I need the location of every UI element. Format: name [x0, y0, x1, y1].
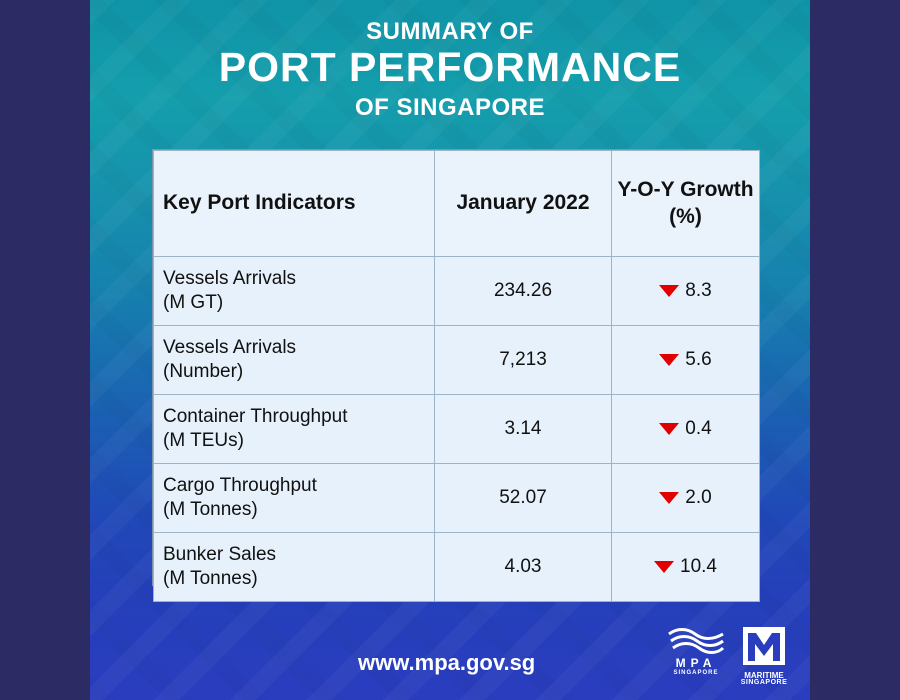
mpa-logo-name: MPA: [675, 656, 717, 670]
port-indicators-table: Key Port Indicators January 2022 Y-O-Y G…: [153, 150, 760, 602]
growth-cell: 8.3: [611, 256, 760, 326]
growth-column-header: Y-O-Y Growth (%): [611, 150, 760, 257]
growth-cell: 10.4: [611, 532, 760, 602]
table-header: Key Port Indicators January 2022 Y-O-Y G…: [153, 150, 760, 257]
value-cell: 234.26: [434, 256, 612, 326]
table-row: Bunker Sales (M Tonnes) 4.03 10.4: [153, 532, 760, 602]
down-triangle-icon: [659, 492, 680, 504]
indicator-cell: Bunker Sales (M Tonnes): [153, 532, 435, 602]
port-performance-poster: SUMMARY OF PORT PERFORMANCE OF SINGAPORE…: [90, 0, 810, 700]
growth-cell: 2.0: [611, 463, 760, 533]
indicator-name: Bunker Sales: [163, 544, 277, 566]
indicator-name: Cargo Throughput: [163, 475, 317, 497]
singapore-subtitle: OF SINGAPORE: [354, 94, 546, 121]
growth-value: 0.4: [685, 418, 712, 440]
wave-logo-icon: [668, 628, 725, 654]
indicator-name: Container Throughput: [163, 406, 348, 428]
down-triangle-icon: [659, 285, 680, 297]
month-column-header: January 2022: [434, 150, 612, 257]
value-cell: 52.07: [434, 463, 612, 533]
indicator-cell: Vessels Arrivals (Number): [153, 325, 435, 395]
growth-value: 8.3: [685, 280, 712, 302]
down-triangle-icon: [659, 423, 680, 435]
mpa-logo: MPA SINGAPORE: [665, 626, 727, 688]
summary-heading: SUMMARY OF: [366, 18, 534, 45]
indicator-cell: Vessels Arrivals (M GT): [153, 256, 435, 326]
down-triangle-icon: [654, 561, 674, 573]
growth-cell: 5.6: [611, 325, 760, 395]
indicator-column-header: Key Port Indicators: [153, 150, 435, 257]
table-header-row: Key Port Indicators January 2022 Y-O-Y G…: [153, 150, 760, 257]
website-url[interactable]: www.mpa.gov.sg: [358, 650, 536, 675]
down-triangle-icon: [659, 354, 680, 366]
indicator-unit: (M TEUs): [163, 430, 244, 451]
value-cell: 3.14: [434, 394, 612, 464]
growth-value-group: 2.0: [613, 486, 758, 510]
indicator-unit: (M Tonnes): [163, 499, 258, 520]
growth-value-group: 8.3: [613, 279, 758, 303]
table-row: Vessels Arrivals (M GT) 234.26 8.3: [153, 256, 760, 326]
indicator-unit: (Number): [163, 361, 244, 382]
growth-value-group: 10.4: [613, 555, 758, 579]
growth-value: 5.6: [685, 349, 712, 371]
growth-value-group: 5.6: [613, 348, 758, 372]
indicator-cell: Container Throughput (M TEUs): [153, 394, 435, 464]
value-cell: 7,213: [434, 325, 612, 395]
maritime-singapore-logo: MARITIME SINGAPORE: [733, 627, 795, 689]
indicator-cell: Cargo Throughput (M Tonnes): [153, 463, 435, 533]
table-body: Vessels Arrivals (M GT) 234.26 8.3: [153, 256, 760, 602]
growth-value: 10.4: [680, 556, 717, 578]
value-cell: 4.03: [434, 532, 612, 602]
m-logo-icon: [743, 627, 785, 665]
growth-value-group: 0.4: [613, 417, 758, 441]
maritime-logo-name: MARITIME: [744, 671, 784, 680]
maritime-logo-country: SINGAPORE: [740, 679, 788, 686]
indicator-name: Vessels Arrivals: [163, 337, 297, 359]
growth-value: 2.0: [685, 487, 712, 509]
table-row: Container Throughput (M TEUs) 3.14 0.4: [153, 394, 760, 464]
port-performance-title: PORT PERFORMANCE: [218, 44, 682, 90]
indicator-unit: (M Tonnes): [163, 568, 258, 589]
table-row: Cargo Throughput (M Tonnes) 52.07 2.0: [153, 463, 760, 533]
growth-cell: 0.4: [611, 394, 760, 464]
mpa-logo-country: SINGAPORE: [673, 670, 719, 676]
indicator-unit: (M GT): [163, 292, 224, 313]
table-row: Vessels Arrivals (Number) 7,213 5.6: [153, 325, 760, 395]
indicator-name: Vessels Arrivals: [163, 268, 297, 290]
port-indicators-table-container: Key Port Indicators January 2022 Y-O-Y G…: [152, 149, 760, 602]
